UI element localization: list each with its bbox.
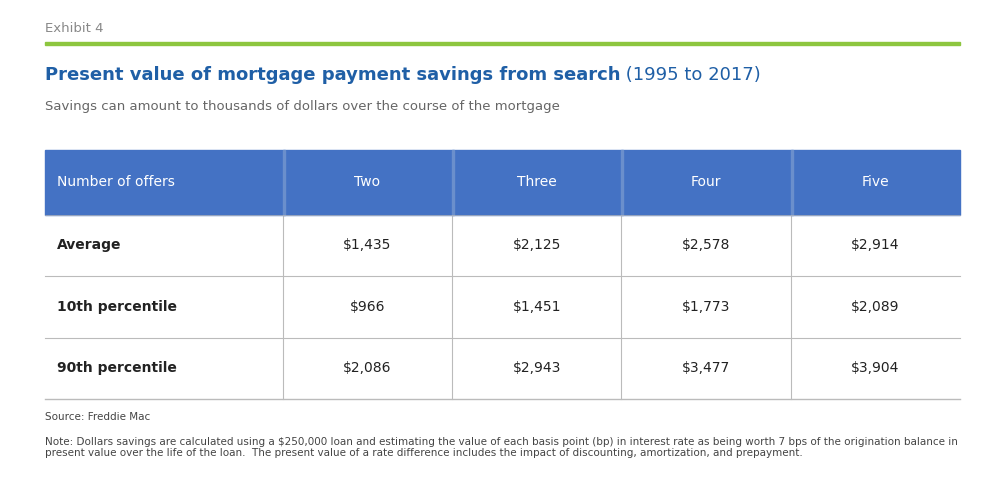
Bar: [45, 42, 960, 45]
Text: Two: Two: [354, 175, 381, 189]
Text: Source: Freddie Mac: Source: Freddie Mac: [45, 412, 150, 422]
Text: 10th percentile: 10th percentile: [57, 300, 177, 314]
Text: $2,089: $2,089: [851, 300, 900, 314]
Bar: [45, 150, 960, 215]
Text: $1,451: $1,451: [513, 300, 561, 314]
Bar: [791, 150, 793, 215]
Text: $3,477: $3,477: [682, 361, 730, 375]
Text: $966: $966: [350, 300, 385, 314]
Text: $1,773: $1,773: [682, 300, 730, 314]
Text: Three: Three: [517, 175, 557, 189]
Text: $2,125: $2,125: [513, 239, 561, 252]
Text: (1995 to 2017): (1995 to 2017): [620, 66, 761, 84]
Text: Savings can amount to thousands of dollars over the course of the mortgage: Savings can amount to thousands of dolla…: [45, 100, 560, 113]
Text: $2,914: $2,914: [851, 239, 900, 252]
Text: $3,904: $3,904: [851, 361, 900, 375]
Text: $2,578: $2,578: [682, 239, 730, 252]
Text: Four: Four: [691, 175, 721, 189]
Text: 90th percentile: 90th percentile: [57, 361, 177, 375]
Text: $1,435: $1,435: [343, 239, 392, 252]
Text: Note: Dollars savings are calculated using a $250,000 loan and estimating the va: Note: Dollars savings are calculated usi…: [45, 437, 958, 458]
Text: Average: Average: [57, 239, 122, 252]
Bar: [283, 150, 285, 215]
Text: $2,086: $2,086: [343, 361, 392, 375]
Text: Five: Five: [862, 175, 889, 189]
Text: Exhibit 4: Exhibit 4: [45, 22, 104, 35]
Bar: [452, 150, 454, 215]
Text: $2,943: $2,943: [513, 361, 561, 375]
Text: Present value of mortgage payment savings from search: Present value of mortgage payment saving…: [45, 66, 620, 84]
Bar: [621, 150, 623, 215]
Text: Number of offers: Number of offers: [57, 175, 175, 189]
